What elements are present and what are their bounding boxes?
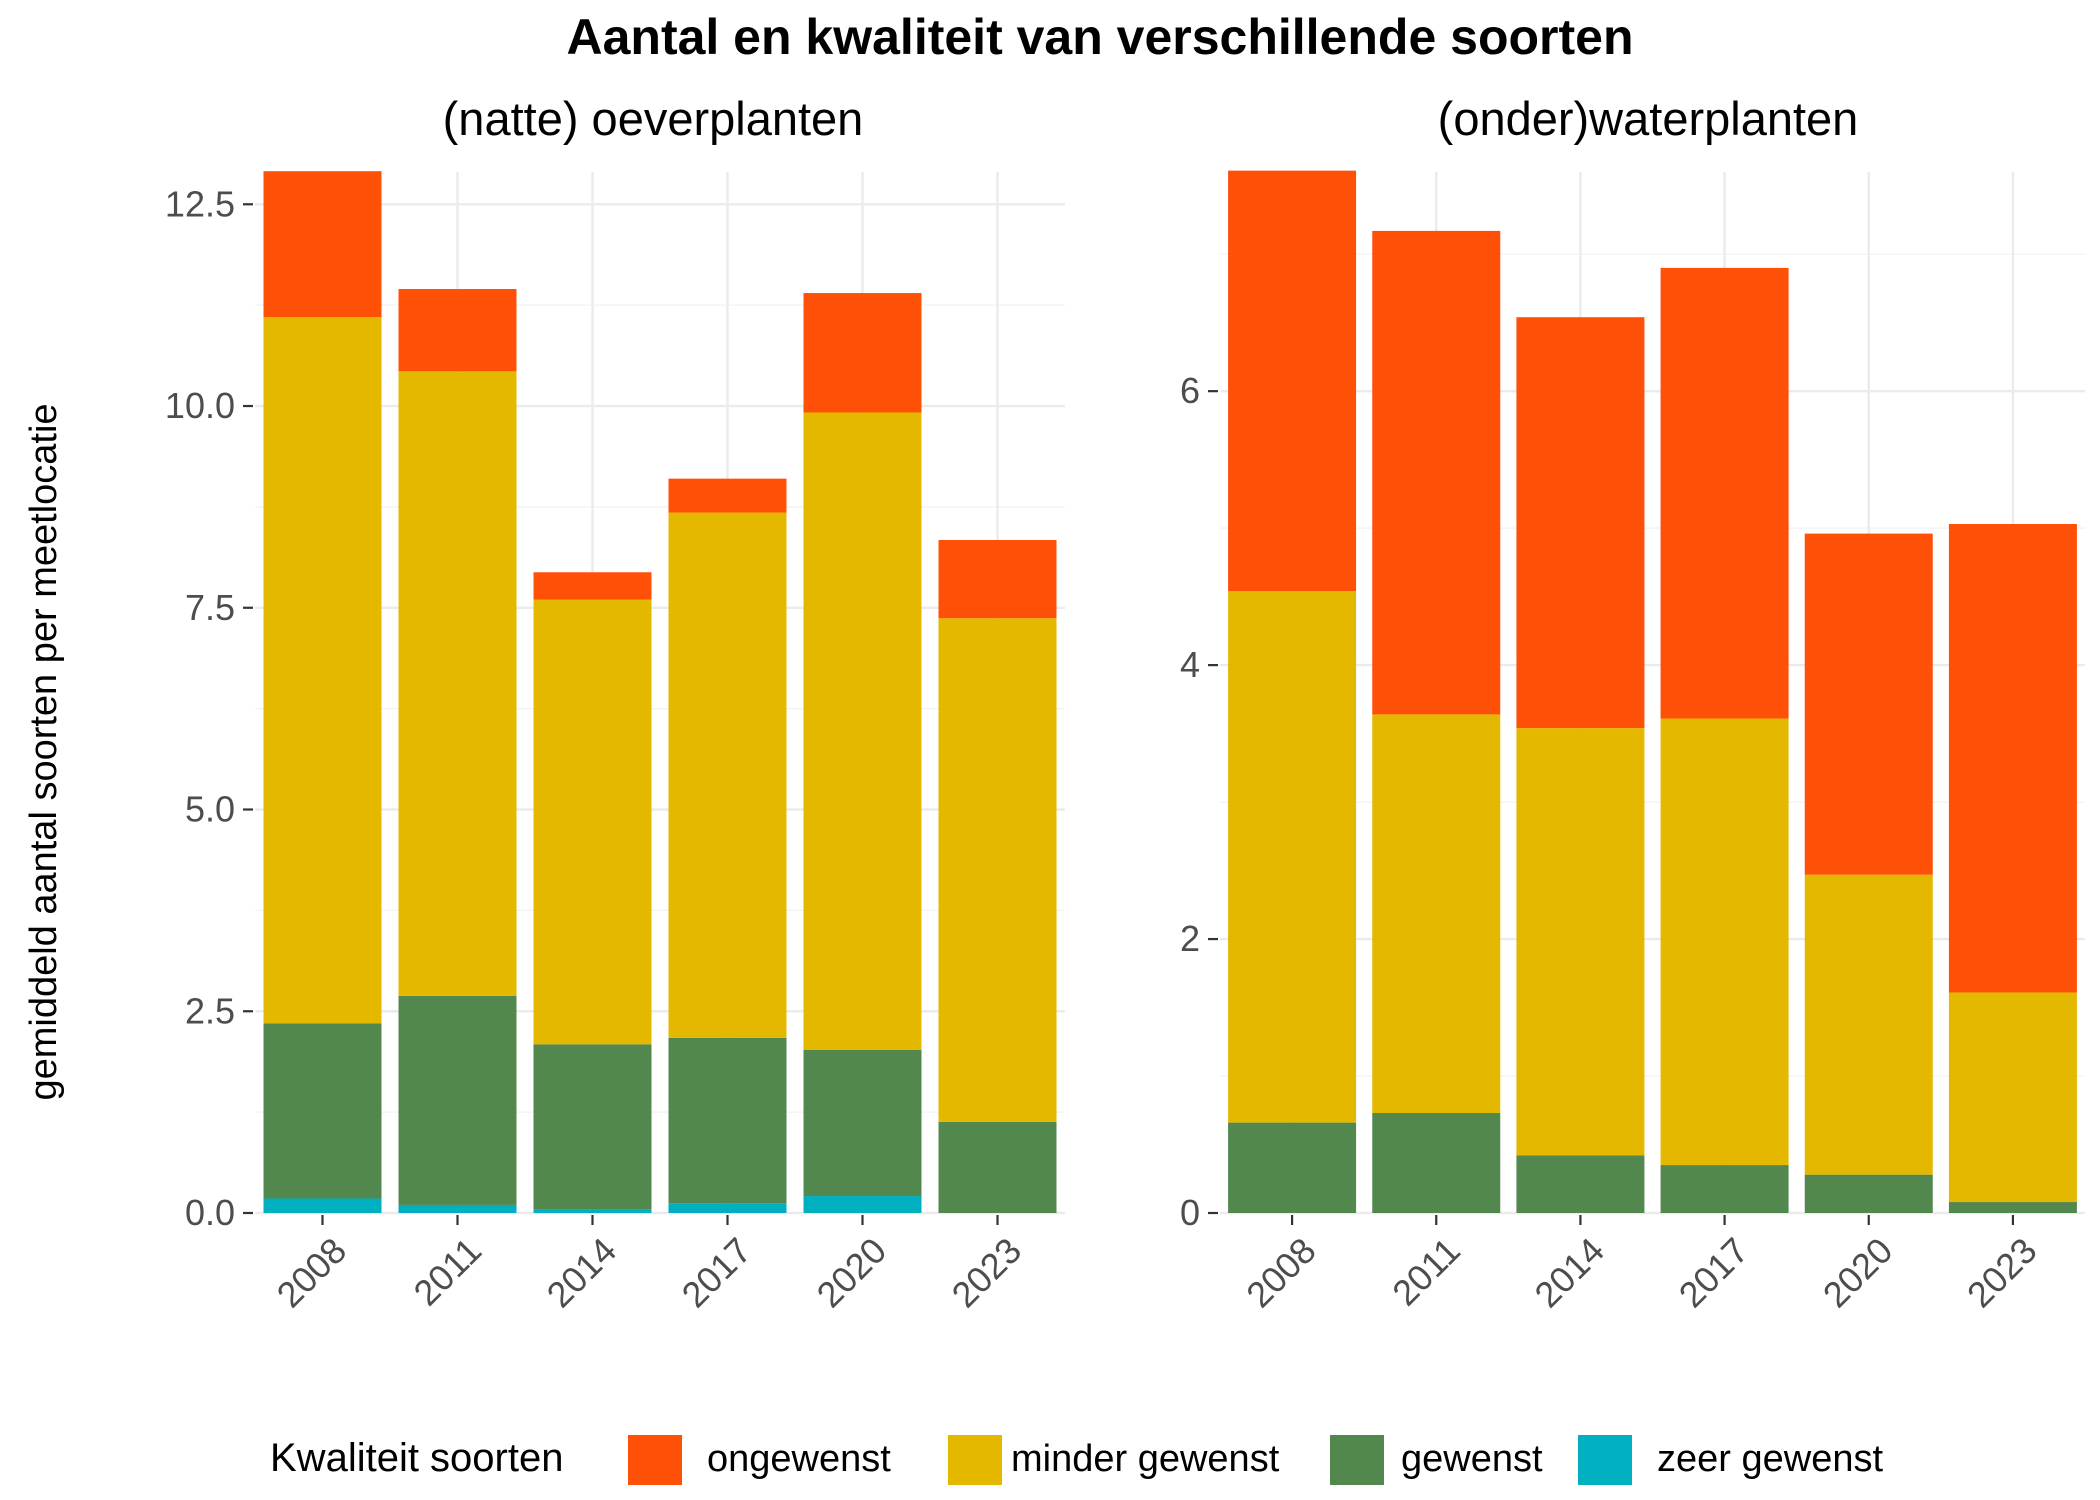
legend-label-zeer-gewenst: zeer gewenst: [1657, 1438, 1883, 1480]
x-tick-label: 2011: [405, 1230, 489, 1314]
y-axis-label: gemiddeld aantal soorten per meetlocatie: [23, 403, 65, 1100]
bar-water-2017-gewenst: [1660, 1165, 1789, 1213]
y-tick-label: 5.0: [185, 789, 235, 830]
bar-water-2017-minder-gewenst: [1660, 718, 1789, 1166]
bar-water-2014-minder-gewenst: [1516, 728, 1645, 1156]
y-tick-label: 2: [1180, 918, 1200, 959]
bar-water-2023-gewenst: [1948, 1202, 2077, 1213]
bar-oever-2020-minder-gewenst: [803, 412, 922, 1050]
bar-oever-2011-zeer-gewenst: [398, 1204, 517, 1213]
chart-title: Aantal en kwaliteit van verschillende so…: [566, 9, 1633, 65]
bar-oever-2014-ongewenst: [533, 572, 652, 600]
bar-oever-2011-ongewenst: [398, 289, 517, 372]
x-tick-label: 2008: [269, 1230, 355, 1316]
bar-oever-2008-gewenst: [263, 1023, 382, 1199]
bar-oever-2023-minder-gewenst: [938, 618, 1057, 1122]
legend: Kwaliteit soorten ongewenst minder gewen…: [270, 1435, 1883, 1485]
x-tick-label: 2017: [674, 1230, 760, 1316]
panel-waterplanten: (onder)waterplanten 0 2 4 6 2008 2011 2014 2017 2…: [1180, 92, 2085, 1315]
bar-water-2020-ongewenst: [1804, 533, 1933, 875]
bar-oever-2020-gewenst: [803, 1049, 922, 1197]
x-tick-label: 2017: [1671, 1230, 1757, 1316]
bar-water-2017-ongewenst: [1660, 267, 1789, 719]
y-tick-label: 10.0: [165, 385, 235, 426]
bar-oever-2014-minder-gewenst: [533, 599, 652, 1045]
x-tick-label: 2011: [1384, 1230, 1468, 1314]
bar-water-2011-ongewenst: [1372, 230, 1501, 715]
bar-oever-2008-minder-gewenst: [263, 317, 382, 1024]
x-tick-label: 2020: [1815, 1230, 1901, 1316]
bar-water-2008-gewenst: [1228, 1122, 1357, 1213]
legend-label-gewenst: gewenst: [1401, 1438, 1543, 1480]
panel-title-oever: (natte) oeverplanten: [443, 92, 864, 145]
bar-oever-2014-zeer-gewenst: [533, 1209, 652, 1213]
y-tick-label: 2.5: [185, 990, 235, 1031]
x-tick-label: 2023: [1959, 1230, 2045, 1316]
legend-item-gewenst: gewenst: [1330, 1435, 1543, 1485]
y-tick-label: 6: [1180, 370, 1200, 411]
legend-label-ongewenst: ongewenst: [707, 1438, 891, 1480]
y-tick-label: 0: [1180, 1192, 1200, 1233]
legend-key-gewenst: [1330, 1435, 1384, 1485]
legend-item-minder-gewenst: minder gewenst: [948, 1435, 1280, 1485]
legend-item-zeer-gewenst: zeer gewenst: [1578, 1435, 1883, 1485]
bar-oever-2008-zeer-gewenst: [263, 1198, 382, 1213]
panel-oeverplanten: (natte) oeverplanten 0.0 2.5 5.0 7.5 10.0 12.5…: [165, 92, 1065, 1315]
legend-key-ongewenst: [628, 1435, 682, 1485]
y-tick-label: 12.5: [165, 183, 235, 224]
bar-water-2011-minder-gewenst: [1372, 714, 1501, 1114]
bar-oever-2017-minder-gewenst: [668, 512, 787, 1038]
bar-oever-2017-ongewenst: [668, 478, 787, 513]
legend-item-ongewenst: ongewenst: [628, 1435, 891, 1485]
bar-water-2020-minder-gewenst: [1804, 874, 1933, 1175]
x-tick-label: 2020: [809, 1230, 895, 1316]
bar-oever-2023-ongewenst: [938, 539, 1057, 619]
bar-water-2011-gewenst: [1372, 1113, 1501, 1213]
bar-water-2014-ongewenst: [1516, 317, 1645, 729]
bar-oever-2011-minder-gewenst: [398, 371, 517, 996]
bar-oever-2014-gewenst: [533, 1044, 652, 1210]
legend-label-minder-gewenst: minder gewenst: [1011, 1438, 1280, 1480]
bar-water-2014-gewenst: [1516, 1155, 1645, 1213]
bar-water-2008-minder-gewenst: [1228, 591, 1357, 1123]
bar-oever-2023-gewenst: [938, 1121, 1057, 1213]
y-tick-label: 7.5: [185, 587, 235, 628]
bar-water-2023-ongewenst: [1948, 524, 2077, 993]
legend-key-zeer-gewenst: [1578, 1435, 1632, 1485]
bar-oever-2011-gewenst: [398, 995, 517, 1205]
x-tick-label: 2023: [944, 1230, 1030, 1316]
y-tick-label: 4: [1180, 644, 1200, 685]
bar-water-2008-ongewenst: [1228, 170, 1357, 592]
bar-oever-2008-ongewenst: [263, 171, 382, 318]
bar-water-2023-minder-gewenst: [1948, 992, 2077, 1203]
bar-oever-2017-gewenst: [668, 1037, 787, 1204]
panel-title-water: (onder)waterplanten: [1438, 92, 1859, 145]
x-tick-label: 2014: [539, 1230, 625, 1316]
x-tick-label: 2008: [1238, 1230, 1324, 1316]
legend-title: Kwaliteit soorten: [270, 1436, 563, 1480]
y-tick-label: 0.0: [185, 1192, 235, 1233]
bar-oever-2017-zeer-gewenst: [668, 1203, 787, 1213]
x-tick-label: 2014: [1526, 1230, 1612, 1316]
bar-oever-2020-zeer-gewenst: [803, 1196, 922, 1213]
legend-key-minder-gewenst: [948, 1435, 1002, 1485]
bar-oever-2020-ongewenst: [803, 293, 922, 413]
bar-water-2020-gewenst: [1804, 1174, 1933, 1213]
